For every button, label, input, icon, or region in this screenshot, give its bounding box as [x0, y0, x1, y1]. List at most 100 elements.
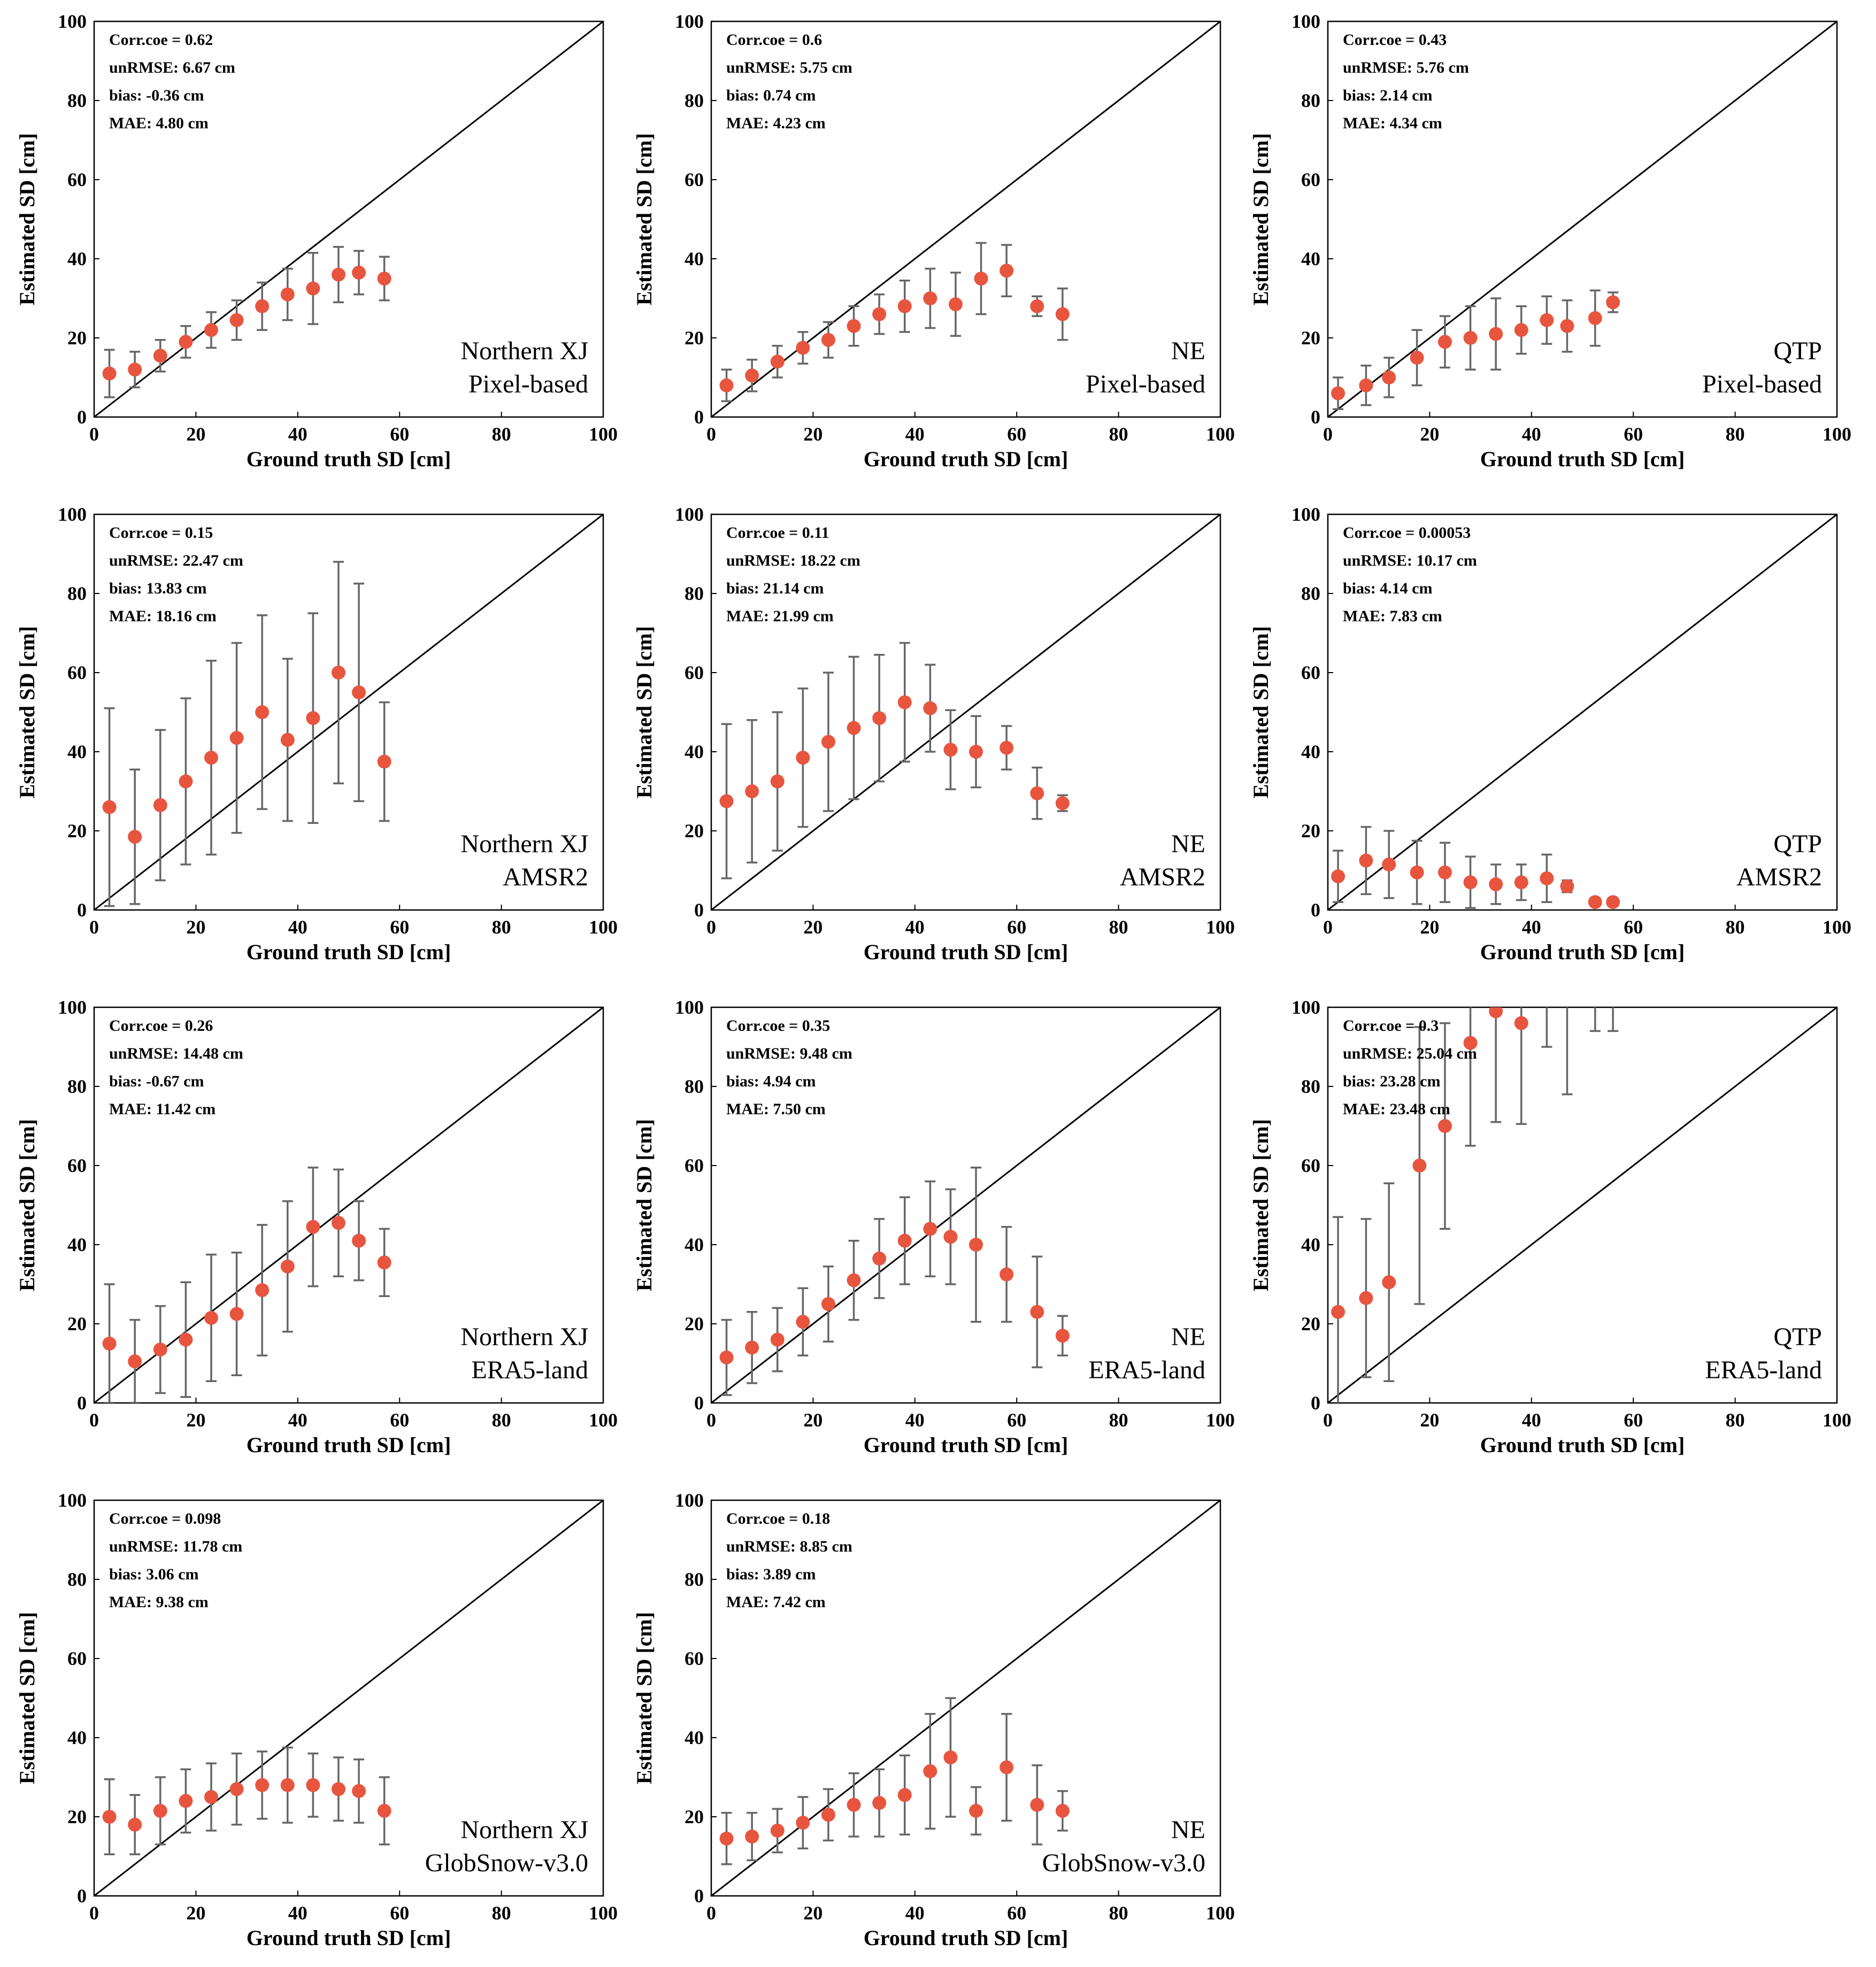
data-point — [377, 1803, 391, 1818]
x-tick-label: 20 — [803, 1902, 822, 1924]
x-tick-label: 100 — [1823, 916, 1851, 938]
data-point — [948, 297, 963, 312]
data-point — [1540, 973, 1554, 986]
x-tick-label: 40 — [905, 1409, 925, 1431]
stat-line: unRMSE: 10.17 cm — [1343, 552, 1477, 569]
stat-line: bias: 4.14 cm — [1343, 580, 1433, 597]
data-point — [872, 711, 887, 726]
data-point — [1030, 786, 1044, 800]
x-axis-title: Ground truth SD [cm] — [247, 940, 451, 964]
data-point — [1489, 1007, 1503, 1019]
y-tick-label: 60 — [67, 662, 87, 683]
x-tick-label: 80 — [1726, 423, 1745, 445]
y-tick-label: 20 — [67, 820, 87, 842]
data-point — [1331, 869, 1346, 884]
y-tick-label: 0 — [77, 1885, 87, 1907]
data-point — [1463, 331, 1478, 345]
x-tick-label: 20 — [803, 1409, 822, 1431]
x-tick-label: 100 — [589, 1409, 618, 1431]
y-tick-label: 40 — [67, 741, 87, 762]
stat-line: bias: -0.67 cm — [109, 1073, 204, 1090]
data-point — [847, 1273, 861, 1287]
data-point — [1437, 335, 1452, 349]
panel-ne-pixel: 0 20 40 60 80 100 0 20 40 60 80 100 Ground truth SD … — [632, 11, 1235, 471]
data-point — [923, 1764, 937, 1778]
x-tick-label: 80 — [1109, 423, 1128, 445]
x-tick-label: 80 — [1109, 1902, 1128, 1924]
x-tick-label: 20 — [186, 423, 205, 445]
x-tick-label: 60 — [390, 423, 409, 445]
data-point — [1540, 313, 1554, 327]
data-point — [1055, 1329, 1070, 1343]
data-point — [923, 1222, 937, 1236]
y-tick-label: 80 — [67, 1569, 87, 1590]
region-label: Northern XJ — [460, 337, 588, 365]
stat-line: bias: 13.83 cm — [109, 580, 207, 597]
x-tick-label: 100 — [1823, 1409, 1851, 1431]
y-tick-label: 80 — [67, 583, 87, 604]
data-point — [1382, 1275, 1396, 1290]
y-tick-label: 60 — [685, 1155, 704, 1176]
data-point — [128, 1354, 142, 1369]
data-point — [1514, 1016, 1528, 1030]
y-tick-label: 20 — [685, 820, 704, 842]
y-tick-label: 60 — [1301, 1155, 1320, 1176]
x-tick-label: 100 — [1206, 1409, 1235, 1431]
stat-line: Corr.coe = 0.00053 — [1343, 524, 1471, 542]
data-point — [331, 1782, 345, 1796]
y-axis-title: Estimated SD [cm] — [15, 626, 39, 798]
data-series — [102, 1166, 391, 1403]
data-point — [1410, 351, 1424, 365]
data-point — [847, 721, 861, 735]
y-tick-label: 20 — [1301, 327, 1320, 349]
x-tick-label: 20 — [186, 916, 205, 938]
data-point — [153, 1343, 167, 1357]
data-point — [1437, 865, 1452, 880]
data-point — [280, 1778, 295, 1792]
y-tick-label: 40 — [685, 741, 704, 762]
data-point — [897, 695, 912, 709]
x-axis-title: Ground truth SD [cm] — [864, 1926, 1068, 1950]
plot-frame — [93, 20, 604, 418]
panel-ne-globsnow: 0 20 40 60 80 100 0 20 40 60 80 100 Ground truth SD … — [632, 1490, 1235, 1950]
x-tick-label: 20 — [1420, 423, 1439, 445]
panel-ne-amsr2: 0 20 40 60 80 100 0 20 40 60 80 100 Ground truth SD … — [632, 504, 1235, 964]
stat-line: Corr.coe = 0.43 — [1343, 31, 1447, 49]
y-tick-label: 20 — [1301, 820, 1320, 842]
data-point — [153, 1803, 167, 1818]
plot-frame — [1327, 513, 1838, 911]
data-point — [377, 754, 391, 769]
plot-frame — [1327, 1006, 1838, 1404]
data-point — [897, 1233, 912, 1248]
data-point — [897, 299, 912, 313]
data-point — [280, 287, 295, 302]
data-point — [204, 751, 218, 765]
y-tick-label: 20 — [685, 327, 704, 349]
data-point — [1588, 895, 1602, 909]
y-tick-label: 100 — [1291, 504, 1320, 525]
data-point — [1560, 879, 1574, 893]
data-point — [377, 1255, 391, 1270]
x-tick-label: 40 — [905, 916, 925, 938]
stat-line: unRMSE: 22.47 cm — [109, 552, 243, 569]
stat-line: bias: 3.89 cm — [726, 1565, 816, 1583]
x-tick-label: 0 — [1323, 1409, 1333, 1431]
y-tick-label: 100 — [58, 504, 87, 525]
x-tick-label: 0 — [1323, 916, 1333, 938]
y-tick-label: 40 — [1301, 741, 1320, 762]
x-tick-label: 40 — [1522, 1409, 1541, 1431]
data-point — [255, 299, 270, 313]
x-tick-label: 60 — [1007, 916, 1026, 938]
region-label: QTP — [1773, 830, 1822, 858]
x-axis-title: Ground truth SD [cm] — [247, 447, 451, 471]
data-point — [1540, 871, 1554, 885]
data-point — [1382, 371, 1396, 384]
x-axis-title: Ground truth SD [cm] — [1480, 447, 1685, 471]
stat-line: unRMSE: 9.48 cm — [726, 1045, 852, 1062]
data-point — [306, 1220, 320, 1234]
data-point — [999, 1760, 1014, 1775]
stat-line: unRMSE: 6.67 cm — [109, 59, 235, 76]
data-point — [229, 313, 244, 327]
y-tick-label: 0 — [694, 899, 704, 921]
